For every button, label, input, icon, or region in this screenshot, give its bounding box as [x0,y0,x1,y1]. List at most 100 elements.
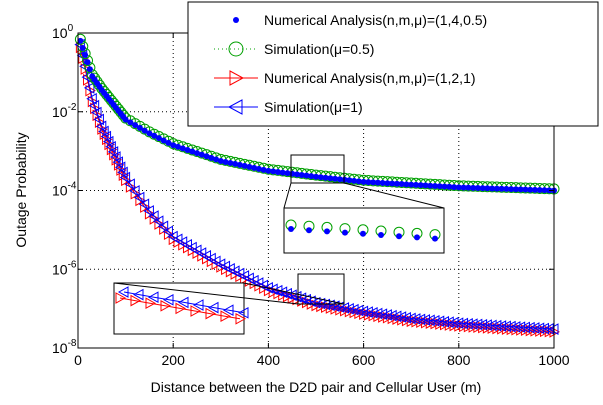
inset-point [207,301,219,314]
inset-point [220,310,232,323]
zoom-inset-mu1 [113,273,345,335]
inset-point [177,296,189,309]
data-point [362,306,373,318]
data-point [470,184,477,191]
data-point [79,44,86,51]
data-point [428,314,440,327]
data-point [327,175,334,182]
data-point [114,161,126,174]
legend-marker [227,99,243,115]
data-point [355,178,362,185]
data-point [455,184,462,191]
data-point [393,180,400,187]
legend-label: Numerical Analysis(n,m,μ)=(1,2,1) [264,70,476,86]
data-point [105,140,116,153]
data-point [489,185,496,192]
data-point [541,187,548,194]
data-point [527,186,534,193]
data-point [424,314,435,327]
data-point [419,314,430,326]
data-point [538,322,549,335]
data-point [531,186,538,193]
y-axis-title: Outage Probability [13,132,29,247]
data-point [152,215,164,228]
data-point [246,163,253,170]
inset-point [237,306,249,319]
data-point [446,183,453,190]
legend-marker [233,17,239,23]
data-point [251,164,258,171]
inset-point [324,228,330,235]
data-point [110,151,121,163]
inset-point [360,230,366,237]
legend-entry-2: Numerical Analysis(n,m,μ)=(1,2,1) [214,70,476,86]
x-tick-label: 400 [257,352,281,368]
x-tick-label: 600 [352,352,376,368]
data-point [436,183,443,190]
inset-point [235,312,247,325]
data-point [122,116,129,123]
inset-point [145,297,157,310]
data-point [217,157,224,164]
inset-point [432,235,438,242]
inset-point [115,292,127,304]
data-point [174,143,181,150]
legend-label: Numerical Analysis(n,m,μ)=(1,4,0.5) [264,12,487,28]
data-point [151,132,158,139]
data-point [505,320,516,333]
data-point [241,162,248,169]
legend-entry-0: Numerical Analysis(n,m,μ)=(1,4,0.5) [233,12,487,28]
data-point [298,171,305,178]
data-point [262,281,273,294]
legend-marker [228,41,244,57]
data-point [438,315,450,328]
y-tick-label: 10-4 [52,181,77,199]
data-point [336,176,343,183]
data-point [371,307,383,320]
data-point [155,135,162,142]
data-point [143,205,154,217]
data-point [351,177,358,184]
data-point [533,322,545,335]
data-point [117,166,128,179]
data-point [414,313,426,326]
data-point [476,318,488,331]
data-point [400,311,411,324]
data-point [146,130,153,137]
data-point [338,302,350,314]
data-point [524,321,535,334]
data-point [84,59,91,66]
data-point [522,186,529,193]
inset-point [162,293,174,306]
data-point [270,168,277,175]
x-tick-label: 800 [447,352,471,368]
data-point [376,308,388,321]
zoom-insets [113,154,445,335]
legend-label: Simulation(μ=1) [264,99,363,115]
data-point [493,185,500,192]
data-point [405,312,416,325]
data-point [384,180,391,187]
data-point [460,184,467,191]
data-point [213,156,220,163]
data-point [184,146,191,153]
legend-label: Simulation(μ=0.5) [264,41,374,57]
data-point [443,316,454,329]
data-point [441,183,448,190]
data-point [333,301,345,313]
data-point [86,92,97,105]
inset-point [306,227,312,234]
data-point [390,310,402,323]
data-point [398,181,405,188]
data-point [189,148,196,155]
data-point [303,172,310,179]
data-point [490,319,502,332]
data-point [165,139,172,146]
data-point [160,137,167,144]
data-point [265,167,272,174]
data-point [352,304,364,317]
legend-entry-3: Simulation(μ=1) [214,99,363,115]
y-tick-label: 100 [52,23,74,41]
data-point [309,296,321,309]
data-point [274,168,281,175]
